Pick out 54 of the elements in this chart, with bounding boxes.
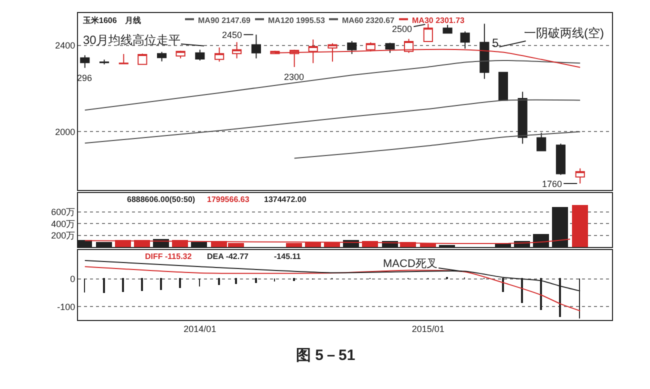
candlestick xyxy=(442,24,452,34)
annotation: 2500 xyxy=(392,24,412,34)
annotation: 2300 xyxy=(284,72,304,82)
y-tick-label: 400万 xyxy=(51,218,76,229)
y-tick-label: 2000 xyxy=(55,126,76,137)
annotation: 1374472.00 xyxy=(264,195,307,204)
annotation: 一阴破两线(空) xyxy=(524,26,604,40)
candlestick xyxy=(232,42,242,59)
candlestick xyxy=(195,49,205,61)
annotation: 月线 xyxy=(124,16,141,25)
y-tick-label: 600万 xyxy=(51,207,76,218)
annotation: 5 xyxy=(492,36,499,50)
annotation: 6888606.00(50:50) xyxy=(127,195,196,204)
legend-label: MA90 2147.69 xyxy=(198,16,252,25)
annotation: MACD死叉 xyxy=(383,258,438,270)
series-label: DIFF -115.32 xyxy=(145,252,192,261)
bar xyxy=(572,205,588,247)
candlestick xyxy=(536,132,546,152)
y-tick-label: 0 xyxy=(70,274,76,284)
annotation: 2450 xyxy=(222,30,242,40)
series-label: DEA -42.77 xyxy=(207,252,250,261)
candlestick xyxy=(347,40,357,55)
caption: 图 5－51 xyxy=(296,347,356,364)
annotation: -145.11 xyxy=(274,252,302,261)
candlestick xyxy=(575,168,585,184)
candlestick xyxy=(480,23,490,80)
y-tick-label: -100 xyxy=(57,302,76,312)
candlestick xyxy=(498,72,508,101)
candlestick xyxy=(518,91,528,144)
candlestick xyxy=(138,53,148,66)
y-tick-label: 2400 xyxy=(55,40,76,51)
x-tick-label: 2014/01 xyxy=(184,324,216,334)
legend-label: MA120 1995.53 xyxy=(268,16,326,25)
line-series xyxy=(294,131,581,159)
candlestick xyxy=(118,54,128,65)
candlestick xyxy=(214,47,224,62)
candlestick xyxy=(176,50,186,59)
annotation: 296 xyxy=(77,73,92,83)
annotation: 玉米1606 xyxy=(82,16,118,25)
legend-label: MA60 2320.67 xyxy=(342,16,396,25)
candlestick xyxy=(80,54,90,68)
legend-label: MA30 2301.73 xyxy=(412,16,466,25)
candlestick xyxy=(385,42,395,54)
candlestick xyxy=(423,23,433,42)
text: 1799566.63 xyxy=(207,195,250,204)
annotation: 30月均线高位走平 xyxy=(83,33,180,47)
y-tick-label: 200万 xyxy=(51,230,76,240)
x-tick-label: 2015/01 xyxy=(412,324,444,334)
candlestick xyxy=(251,34,261,59)
candlestick xyxy=(556,143,566,176)
candlestick xyxy=(157,51,167,62)
candlestick xyxy=(460,30,470,50)
annotation: 1760 xyxy=(542,179,562,189)
line-series xyxy=(84,99,581,144)
